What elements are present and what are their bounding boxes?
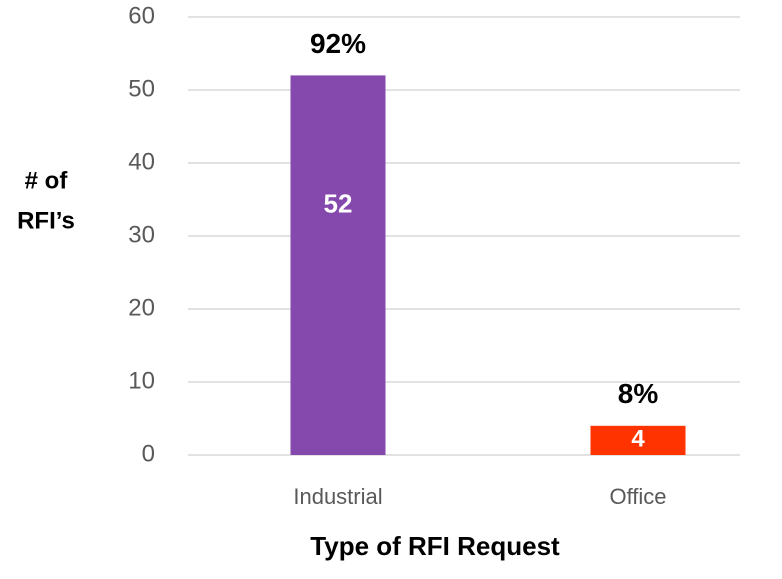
bar <box>290 75 386 456</box>
value-label: 4 <box>631 426 645 453</box>
bar <box>590 425 686 455</box>
y-tick-label: 20 <box>128 294 155 321</box>
y-tick-label: 50 <box>128 75 155 102</box>
y-tick-label: 60 <box>128 2 155 29</box>
y-tick-label: 30 <box>128 221 155 248</box>
value-label: 52 <box>324 188 353 218</box>
y-tick-label: 0 <box>142 440 155 467</box>
x-tick-label: Office <box>609 484 666 509</box>
y-axis-title: # of <box>25 167 69 194</box>
y-tick-label: 40 <box>128 148 155 175</box>
percent-annotation: 8% <box>618 378 659 409</box>
y-tick-label: 10 <box>128 367 155 394</box>
x-tick-label: Industrial <box>293 484 382 509</box>
percent-annotation: 92% <box>310 28 366 59</box>
y-axis-title: RFI’s <box>17 207 75 234</box>
x-axis-title: Type of RFI Request <box>310 531 560 561</box>
